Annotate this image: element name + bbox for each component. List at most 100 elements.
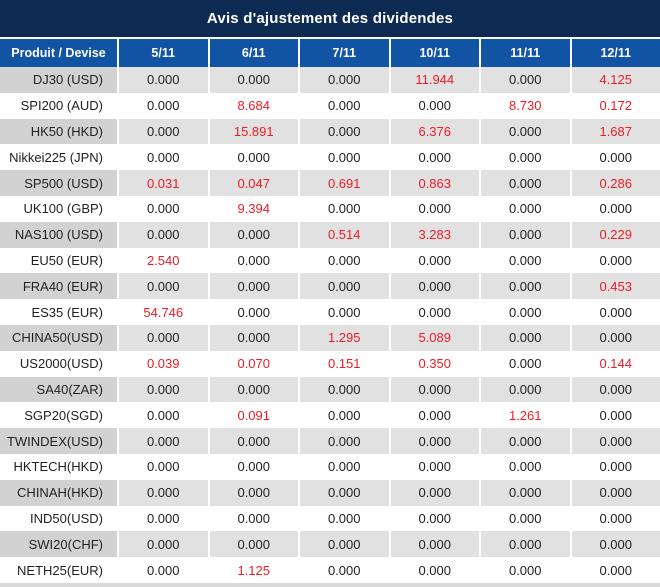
value-cell: 0.000 <box>300 428 389 454</box>
product-cell: TWINDEX(USD) <box>0 428 117 454</box>
value-cell: 0.514 <box>300 221 389 248</box>
value-cell: 0.000 <box>300 195 389 222</box>
value-cell: 0.000 <box>390 505 479 532</box>
product-cell: HKTECH(HKD) <box>0 453 117 480</box>
product-cell: CHINAH(HKD) <box>0 479 117 506</box>
value-cell: 0.000 <box>481 505 570 532</box>
value-cell: 0.000 <box>300 531 389 558</box>
value-cell: 0.000 <box>209 505 298 532</box>
value-cell: 0.000 <box>209 479 298 506</box>
page-title: Avis d'ajustement des dividendes <box>206 10 454 27</box>
product-cell: SGP20(SGD) <box>0 402 117 429</box>
table-row: SPI200 (AUD) 0.000 8.684 0.000 0.000 8.730 0.1… <box>0 92 660 119</box>
value-cell: 0.000 <box>119 221 208 248</box>
product-cell: UK100 (GBP) <box>0 195 117 222</box>
value-cell: 0.000 <box>481 350 570 377</box>
product-cell: SP500 (USD) <box>0 170 117 196</box>
value-cell: 0.000 <box>119 453 208 480</box>
value-cell: 0.000 <box>209 247 298 274</box>
value-cell: 0.000 <box>119 505 208 532</box>
value-cell: 0.000 <box>300 376 389 403</box>
table-row: SGP20(SGD) 0.000 0.091 0.000 0.000 1.261 0.000 <box>0 402 660 429</box>
value-cell: 0.000 <box>481 221 570 248</box>
column-header-date: 6/11 <box>209 39 298 67</box>
value-cell: 0.000 <box>390 453 479 480</box>
value-cell: 0.000 <box>209 531 298 558</box>
value-cell: 0.000 <box>300 273 389 300</box>
value-cell: 0.172 <box>571 92 660 119</box>
value-cell: 0.000 <box>119 273 208 300</box>
product-cell: DJ30 (USD) <box>0 67 117 93</box>
value-cell: 1.125 <box>209 557 298 583</box>
column-header-date: 12/11 <box>571 39 660 67</box>
value-cell: 0.000 <box>119 195 208 222</box>
column-header-date: 11/11 <box>481 39 570 67</box>
product-cell: SWI20(CHF) <box>0 531 117 558</box>
value-cell: 0.000 <box>571 557 660 583</box>
value-cell: 0.000 <box>481 67 570 93</box>
value-cell: 0.000 <box>300 557 389 583</box>
value-cell: 15.891 <box>209 118 298 145</box>
value-cell: 0.691 <box>300 170 389 196</box>
value-cell: 0.000 <box>390 195 479 222</box>
value-cell: 0.000 <box>571 324 660 351</box>
product-cell: ES35 (EUR) <box>0 299 117 325</box>
value-cell: 0.000 <box>300 453 389 480</box>
value-cell: 0.000 <box>209 221 298 248</box>
value-cell: 0.000 <box>390 247 479 274</box>
value-cell: 0.000 <box>481 479 570 506</box>
table-row: CHINA50(USD) 0.000 0.000 1.295 5.089 0.000 0.0… <box>0 324 660 351</box>
table-header-row: Produit / Devise 5/11 6/11 7/11 10/11 11… <box>0 39 660 67</box>
value-cell: 0.286 <box>571 170 660 196</box>
product-cell: HK50 (HKD) <box>0 118 117 145</box>
value-cell: 0.000 <box>481 144 570 171</box>
product-cell: US2000(USD) <box>0 350 117 377</box>
table-row: SP500 (USD) 0.031 0.047 0.691 0.863 0.000 0.28… <box>0 170 660 196</box>
value-cell: 1.261 <box>481 402 570 429</box>
table-row: DJ30 (USD) 0.000 0.000 0.000 11.944 0.000 4.12… <box>0 67 660 93</box>
product-cell: NAS100 (USD) <box>0 221 117 248</box>
value-cell: 3.283 <box>390 221 479 248</box>
value-cell: 0.070 <box>209 350 298 377</box>
title-bar: Avis d'ajustement des dividendes <box>0 0 660 39</box>
value-cell: 0.000 <box>571 428 660 454</box>
value-cell: 0.000 <box>300 402 389 429</box>
value-cell: 0.000 <box>481 118 570 145</box>
value-cell: 0.000 <box>209 324 298 351</box>
table-row: Nikkei225 (JPN) 0.000 0.000 0.000 0.000 0.000… <box>0 144 660 171</box>
value-cell: 0.000 <box>390 273 479 300</box>
table-body: DJ30 (USD) 0.000 0.000 0.000 11.944 0.000 4.12… <box>0 67 660 583</box>
value-cell: 0.000 <box>481 170 570 196</box>
value-cell: 0.000 <box>209 299 298 325</box>
value-cell: 0.000 <box>119 144 208 171</box>
value-cell: 2.540 <box>119 247 208 274</box>
table-row: UK100 (GBP) 0.000 9.394 0.000 0.000 0.000 0.00… <box>0 195 660 222</box>
table-row: NAS100 (USD) 0.000 0.000 0.514 3.283 0.000 0.2… <box>0 221 660 248</box>
value-cell: 0.000 <box>390 531 479 558</box>
value-cell: 0.000 <box>390 428 479 454</box>
value-cell: 0.000 <box>209 144 298 171</box>
value-cell: 0.000 <box>481 557 570 583</box>
table-row: HKTECH(HKD) 0.000 0.000 0.000 0.000 0.000 0.00… <box>0 453 660 480</box>
value-cell: 0.000 <box>481 324 570 351</box>
value-cell: 0.000 <box>119 428 208 454</box>
value-cell: 0.000 <box>481 247 570 274</box>
value-cell: 0.000 <box>390 92 479 119</box>
table-row: IND50(USD) 0.000 0.000 0.000 0.000 0.000 0.000 <box>0 505 660 532</box>
value-cell: 0.000 <box>209 273 298 300</box>
value-cell: 0.000 <box>209 428 298 454</box>
value-cell: 0.091 <box>209 402 298 429</box>
product-cell: IND50(USD) <box>0 505 117 532</box>
value-cell: 11.944 <box>390 67 479 93</box>
value-cell: 0.000 <box>481 376 570 403</box>
bottom-strip <box>0 582 660 587</box>
value-cell: 0.000 <box>119 324 208 351</box>
value-cell: 0.039 <box>119 350 208 377</box>
table-row: TWINDEX(USD) 0.000 0.000 0.000 0.000 0.000 0.0… <box>0 428 660 454</box>
value-cell: 0.229 <box>571 221 660 248</box>
value-cell: 0.000 <box>119 67 208 93</box>
value-cell: 0.000 <box>119 376 208 403</box>
value-cell: 0.000 <box>209 376 298 403</box>
product-cell: NETH25(EUR) <box>0 557 117 583</box>
value-cell: 0.000 <box>119 402 208 429</box>
